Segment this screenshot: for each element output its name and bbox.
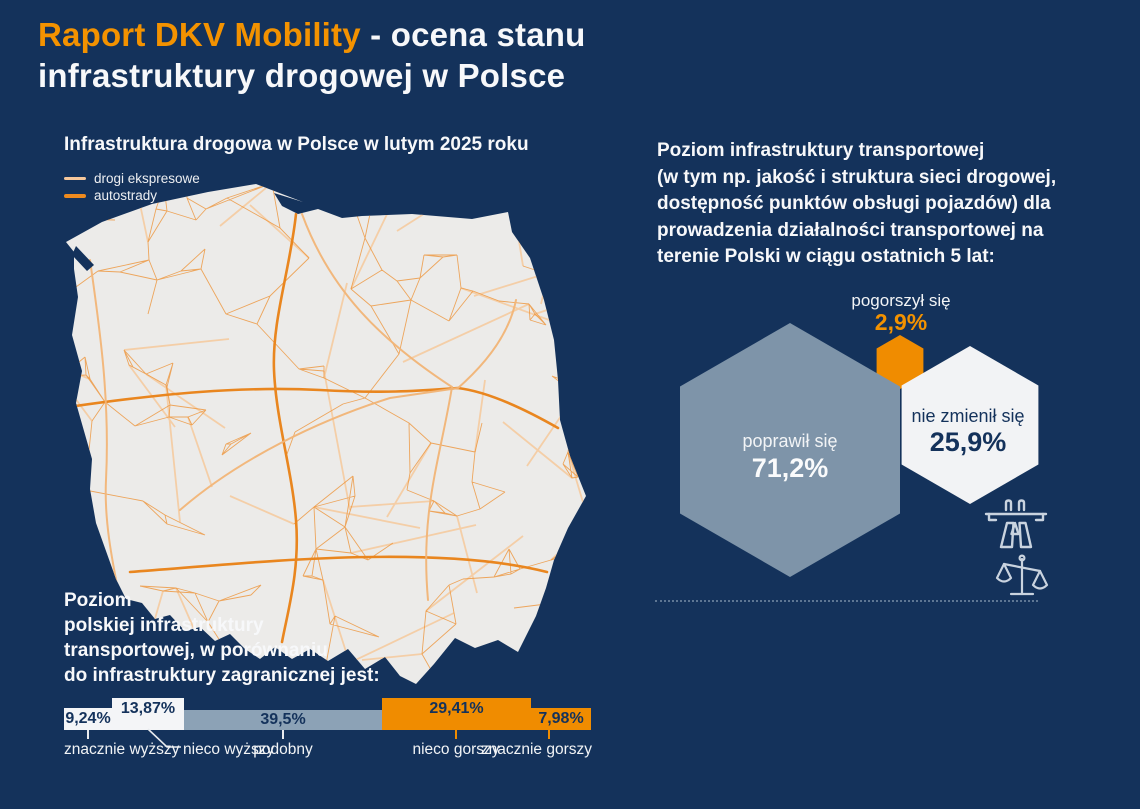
motorway-lines bbox=[74, 212, 560, 644]
poland-map-svg bbox=[66, 184, 586, 684]
bar-segment-slightly-higher: 13,87% bbox=[112, 698, 184, 730]
expressway-major-lines bbox=[89, 213, 517, 601]
bar-value: 39,5% bbox=[260, 711, 306, 728]
tick-much-worse bbox=[548, 730, 550, 739]
bar-label-slightly-higher: nieco wyższy bbox=[183, 741, 275, 758]
value-worsened: 2,9% bbox=[874, 309, 928, 335]
highway-icon bbox=[984, 499, 1048, 549]
bar-label-similar: podobny bbox=[253, 741, 313, 758]
tick-similar bbox=[282, 730, 284, 739]
legend-label-motorways: autostrady bbox=[94, 188, 158, 203]
bar-segment-similar: 39,5% bbox=[184, 710, 382, 730]
hexagon-chart-svg bbox=[680, 323, 1039, 577]
poland-road-map bbox=[60, 180, 592, 698]
tick-slightly-worse bbox=[455, 730, 457, 739]
bar-label-much-higher: znacznie wyższy bbox=[64, 741, 180, 758]
map-legend: drogi ekspresowe autostrady bbox=[64, 170, 200, 204]
page-title: Raport DKV Mobility - ocena stanu infras… bbox=[38, 14, 678, 96]
dotted-divider bbox=[655, 600, 1038, 602]
callout-connector-line bbox=[147, 728, 181, 748]
bar-segment-much-higher: 9,24% bbox=[64, 708, 112, 730]
page-title-accent: Raport DKV Mobility bbox=[38, 16, 361, 53]
bar-label-slightly-worse: nieco gorszy bbox=[412, 741, 500, 758]
tick-much-higher bbox=[87, 730, 89, 739]
legend-label-expressways: drogi ekspresowe bbox=[94, 171, 200, 186]
legend-item-motorways: autostrady bbox=[64, 187, 200, 204]
bar-value: 7,98% bbox=[538, 710, 584, 727]
bar-value: 9,24% bbox=[65, 710, 111, 727]
bar-label-much-worse: znacznie gorszy bbox=[480, 741, 592, 758]
szczecin-lagoon bbox=[72, 246, 94, 271]
hexagon-worsened bbox=[876, 335, 924, 389]
hexagon-improved bbox=[680, 323, 900, 577]
opinion-hex-chart bbox=[655, 290, 1115, 600]
motorway-line-swatch bbox=[64, 193, 86, 198]
opinion-question-text: Poziom infrastruktury transportowej (w t… bbox=[657, 140, 1057, 267]
scales-icon bbox=[995, 554, 1049, 596]
expressway-line-swatch bbox=[64, 177, 86, 180]
page-title-line2: infrastruktury drogowej w Polsce bbox=[38, 57, 566, 94]
hexagon-unchanged bbox=[901, 346, 1039, 504]
label-unchanged: nie zmienił się bbox=[911, 406, 1025, 426]
value-improved: 71,2% bbox=[751, 453, 829, 483]
value-unchanged: 25,9% bbox=[929, 427, 1007, 457]
bar-value: 13,87% bbox=[120, 700, 176, 717]
comparison-heading: Poziom polskiej infrastruktury transport… bbox=[64, 590, 380, 686]
road-network bbox=[66, 184, 586, 684]
legend-item-expressways: drogi ekspresowe bbox=[64, 170, 200, 187]
page-title-rest: - ocena stanu bbox=[360, 16, 586, 53]
bar-segment-slightly-worse: 29,41% bbox=[382, 698, 531, 730]
label-improved: poprawił się bbox=[742, 431, 838, 451]
map-title: Infrastruktura drogowa w Polsce w lutym … bbox=[64, 134, 529, 155]
bar-value: 29,41% bbox=[429, 700, 484, 717]
label-worsened: pogorszył się bbox=[851, 291, 951, 310]
bar-segment-much-worse: 7,98% bbox=[531, 708, 591, 730]
